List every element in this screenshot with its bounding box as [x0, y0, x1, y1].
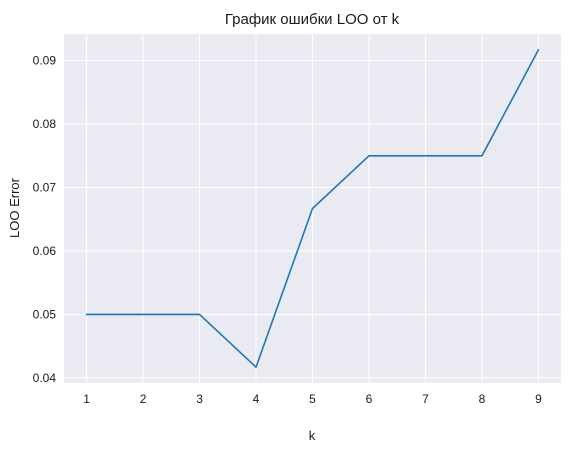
y-tick-label: 0.07	[33, 181, 57, 195]
y-tick-label: 0.06	[33, 244, 57, 258]
x-tick-label: 4	[253, 392, 260, 406]
x-tick-label: 9	[535, 392, 542, 406]
x-tick-label: 1	[83, 392, 90, 406]
chart-title: График ошибки LOO от k	[225, 11, 400, 28]
x-tick-label: 8	[479, 392, 486, 406]
x-tick-label: 5	[309, 392, 316, 406]
series-line	[85, 49, 540, 368]
x-tick-label: 2	[140, 392, 147, 406]
tick-layer: 1 2 3 4 5 6 7 8 9 0.04 0.05 0.06 0.07 0.08 0.09	[33, 54, 542, 406]
y-tick-label: 0.08	[33, 117, 57, 131]
y-tick-label: 0.04	[33, 371, 57, 385]
x-tick-label: 3	[196, 392, 203, 406]
y-tick-label: 0.05	[33, 307, 57, 321]
y-tick-label: 0.09	[33, 54, 57, 68]
x-tick-label: 6	[366, 392, 373, 406]
x-axis-label: k	[309, 428, 316, 443]
x-tick-label: 7	[422, 392, 429, 406]
y-axis-label: LOO Error	[7, 177, 22, 238]
grid-layer	[64, 34, 561, 383]
